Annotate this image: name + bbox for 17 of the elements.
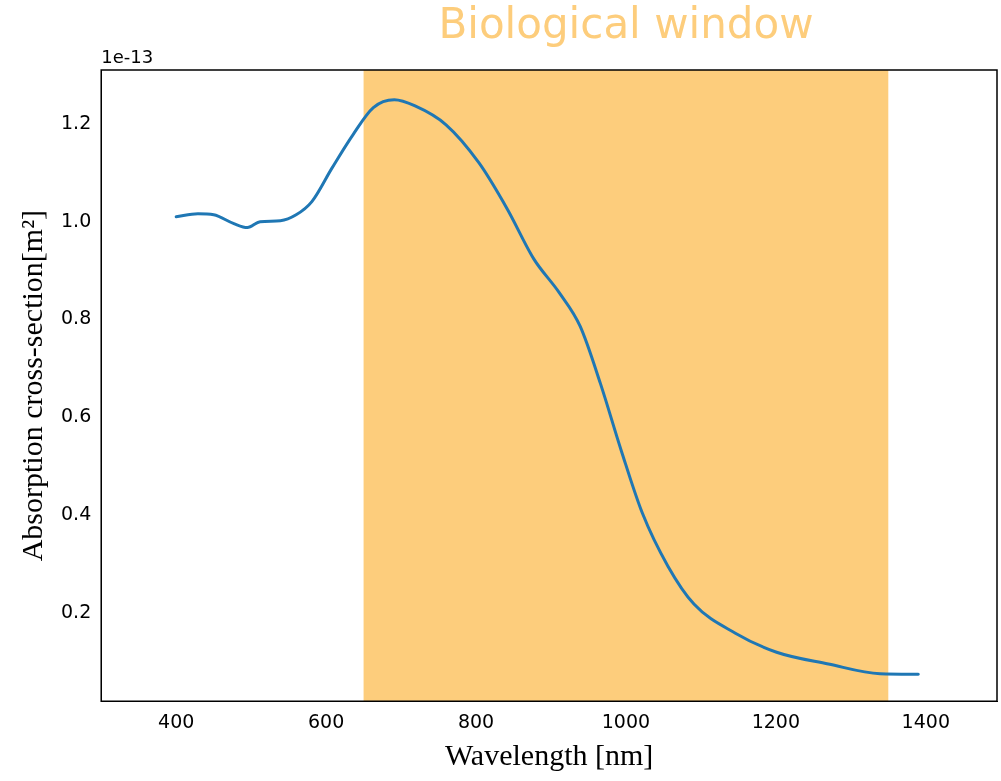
x-tick-label: 1400 xyxy=(901,709,950,732)
y-tick-label: 1.0 xyxy=(61,208,92,231)
y-axis-title: Absorption cross-section[m²] xyxy=(14,209,48,562)
y-tick-label: 0.8 xyxy=(61,306,92,329)
x-axis-title: Wavelength [nm] xyxy=(444,737,654,771)
x-tick-label: 1000 xyxy=(601,709,651,732)
y-tick-label: 0.2 xyxy=(61,600,92,623)
x-tick-label: 400 xyxy=(158,709,195,732)
y-tick-label: 0.6 xyxy=(61,404,92,427)
y-tick-label: 1.2 xyxy=(61,110,92,133)
x-tick-label: 800 xyxy=(457,709,495,732)
band-label: Biological window xyxy=(438,0,814,48)
x-tick-label: 1200 xyxy=(751,709,801,732)
y-tick-label: 0.4 xyxy=(61,502,92,525)
line-series xyxy=(174,98,920,676)
x-tick-label: 600 xyxy=(307,709,345,732)
text: 1e-13 xyxy=(101,45,154,67)
